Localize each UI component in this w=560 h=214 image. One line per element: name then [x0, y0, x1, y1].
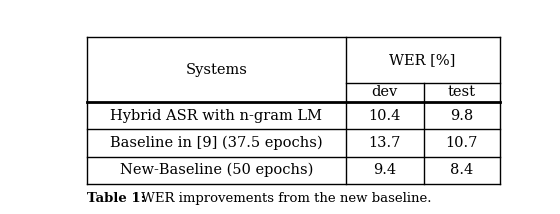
- Text: WER improvements from the new baseline.: WER improvements from the new baseline.: [137, 192, 432, 205]
- Text: WER [%]: WER [%]: [389, 53, 456, 67]
- Text: test: test: [447, 85, 475, 100]
- Text: Table 1:: Table 1:: [87, 192, 146, 205]
- Text: 9.8: 9.8: [450, 109, 473, 123]
- Text: Baseline in [9] (37.5 epochs): Baseline in [9] (37.5 epochs): [110, 136, 323, 150]
- Text: Systems: Systems: [185, 63, 248, 77]
- Text: 8.4: 8.4: [450, 163, 473, 177]
- Text: 9.4: 9.4: [373, 163, 396, 177]
- Text: New-Baseline (50 epochs): New-Baseline (50 epochs): [120, 163, 313, 177]
- Text: 13.7: 13.7: [368, 136, 401, 150]
- Text: 10.7: 10.7: [446, 136, 478, 150]
- Text: dev: dev: [371, 85, 398, 100]
- Text: 10.4: 10.4: [368, 109, 401, 123]
- Text: Hybrid ASR with n-gram LM: Hybrid ASR with n-gram LM: [110, 109, 323, 123]
